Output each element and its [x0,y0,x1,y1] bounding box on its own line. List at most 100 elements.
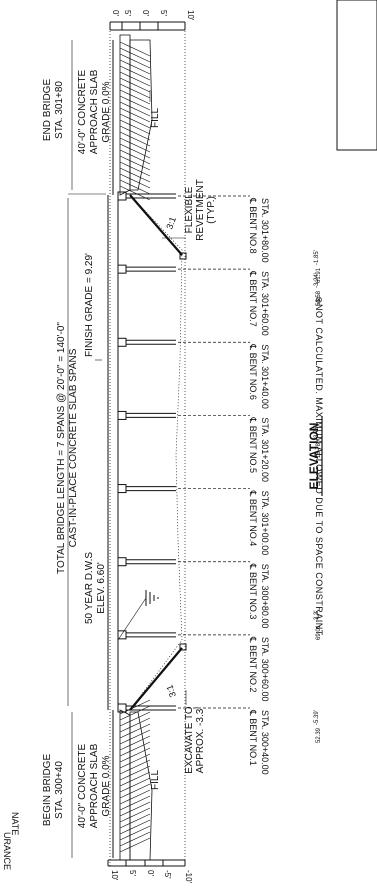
hatch-line [119,131,151,147]
hatch-line [119,729,151,745]
hatch-line [119,783,151,799]
hatch-line [119,705,151,721]
hatch-line [119,711,151,727]
hatch-line [119,71,151,87]
hatch-line [119,813,151,829]
fill-left-label: FILL [150,770,161,790]
elev-mark-a: 52.58 [316,290,322,306]
bent [117,337,250,347]
bent-name-label: ℄ BENT NO.4 [248,490,258,547]
hatch-line [119,149,151,165]
dws-line1: 50 YEAR D.W.S [84,552,95,624]
hatch-line [119,789,151,805]
revetment-line2: REVETMENT [195,179,206,241]
bent-name-label: ℄ BENT NO.3 [248,563,258,620]
hatch-line [119,41,151,57]
bent-station-label: STA. 300+40.00 [260,710,270,775]
revetment-right [129,194,183,256]
hatch-line [119,717,151,733]
hatch-line [119,179,151,195]
ground-profile [129,194,187,711]
excavate-line2: APPROX. -3.3' [195,707,206,773]
fill-hatching-right [129,39,153,191]
elev-mark-a: 69.01 [316,624,322,640]
hatch-line [119,167,151,183]
end-station-label: STA. 301+80 [54,81,65,139]
bent-station-label: STA. 301+40.00 [260,344,270,409]
scale-right-label: 10' [186,10,195,21]
total-length-label: TOTAL BRIDGE LENGTH = 7 SPANS @ 20'-0" =… [56,322,67,574]
begin-station-label: STA. 300+40 [54,761,65,819]
bent-station-label: STA. 300+60.00 [260,637,270,702]
hatch-line [119,741,151,757]
bent-station-label: STA. 301+80.00 [260,198,270,263]
bent-name-label: ℄ BENT NO.6 [248,343,258,400]
hatch-line [119,107,151,123]
bent-name-label: ℄ BENT NO.7 [248,270,258,327]
bent [117,191,250,201]
hatch-line [119,101,151,117]
hatch-line [119,161,151,177]
bent-name-label: ℄ BENT NO.8 [248,197,258,254]
hatch-line [119,765,151,781]
hatch-line [119,143,151,159]
bent [117,630,250,640]
elevation-marks: 52.39 -5.39' 69.01 -3.3' 18.78 -3.78' 52… [314,250,322,743]
bents-layer [117,191,250,713]
elev-mark-b: -1.85' [314,250,320,265]
hatch-line [119,723,151,739]
hatch-line [119,735,151,751]
scale-left-label: -5' [163,870,172,879]
hatch-line [119,801,151,817]
bent-name-label: ℄ BENT NO.5 [248,416,258,473]
elev-mark-b: -5.39' [314,710,320,725]
begin-bridge-label: BEGIN BRIDGE [42,754,53,827]
hatch-line [119,47,151,63]
hatch-line [119,89,151,105]
slope-left-label: 3:1 [164,683,178,698]
bent [117,484,250,494]
elev-mark-b: -3.78' [314,425,320,440]
bent-station-label: STA. 301+00.00 [260,491,270,556]
hatch-line [119,777,151,793]
approach-right-line2: APPROACH SLAB [89,69,100,154]
elevation-title: ELEVATION [307,423,321,490]
edge-text-2: URANCE [2,832,12,870]
hatch-line [119,837,151,853]
bent [117,410,250,420]
hatch-line [119,759,151,775]
edge-text-1: NATE [10,812,20,835]
scale-left-label: 10' [110,870,119,881]
elevation-scale-left: 10' 5' 0' -5' -10' [107,859,193,884]
hatch-line [119,831,151,847]
scale-left-label: 5' [128,870,137,876]
bridge-deck [107,40,119,858]
hatch-line [119,819,151,835]
hatching [119,41,151,853]
hatch-line [119,753,151,769]
dws-line2: ELEV. 6.60' [96,562,107,614]
title-box [336,0,377,151]
scale-right-label: 5' [159,10,168,16]
end-bridge-label: END BRIDGE [42,79,53,142]
elev-mark-a: 18.78 [316,442,322,458]
hatch-line [119,113,151,129]
fill-right-label: FILL [150,108,161,128]
hatch-line [119,747,151,763]
header-note: ⊗NOT CALCULATED. MAXIMUM ALLOWED DUE TO … [314,296,324,638]
finish-grade-label: FINISH GRADE = 9.29' [84,253,95,357]
hatch-line [119,65,151,81]
revetment-line1: FLEXIBLE [184,186,195,233]
hatch-line [119,119,151,135]
hatch-line [119,137,151,153]
hatch-line [119,83,151,99]
approach-left-line1: 40'-0" CONCRETE [77,743,88,828]
cast-in-place-label: CAST-IN-PLACE CONCRETE SLAB SPANS [68,348,79,547]
bent-name-label: ℄ BENT NO.2 [248,636,258,693]
revetment-toe-left [179,643,187,651]
bent-station-label: STA. 301+20.00 [260,417,270,482]
elev-mark-b: -3.24' [314,273,320,288]
water-surface [117,590,159,641]
